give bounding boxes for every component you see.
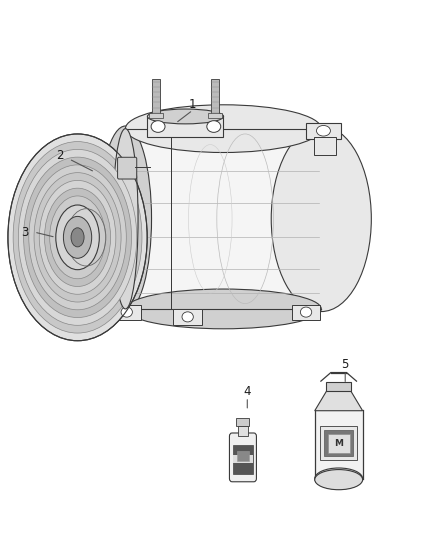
Ellipse shape	[49, 196, 106, 279]
Bar	[315, 410, 363, 479]
Bar	[237, 451, 249, 461]
Bar	[149, 113, 163, 118]
Ellipse shape	[207, 120, 221, 132]
Ellipse shape	[271, 126, 371, 312]
Ellipse shape	[29, 165, 126, 310]
Ellipse shape	[315, 468, 363, 489]
Bar	[328, 434, 350, 453]
Bar	[237, 418, 250, 425]
Ellipse shape	[18, 149, 137, 325]
Ellipse shape	[121, 307, 132, 317]
FancyBboxPatch shape	[117, 157, 137, 179]
Ellipse shape	[300, 307, 312, 317]
Ellipse shape	[182, 312, 193, 322]
Bar	[233, 445, 253, 474]
Bar	[152, 79, 160, 116]
Text: M: M	[334, 439, 343, 448]
Bar	[173, 309, 201, 325]
Bar	[326, 382, 351, 391]
Bar	[125, 128, 321, 309]
Ellipse shape	[45, 188, 111, 287]
Bar	[233, 455, 253, 463]
Ellipse shape	[99, 126, 152, 312]
Ellipse shape	[317, 125, 330, 136]
Bar	[314, 136, 336, 155]
Bar	[238, 425, 248, 436]
Text: 2: 2	[57, 149, 64, 161]
Ellipse shape	[64, 216, 92, 259]
Ellipse shape	[39, 180, 116, 294]
Ellipse shape	[8, 134, 147, 341]
Ellipse shape	[315, 470, 363, 490]
Bar	[292, 305, 321, 319]
Ellipse shape	[113, 128, 138, 309]
Ellipse shape	[151, 120, 165, 132]
Text: 1: 1	[189, 98, 197, 111]
Polygon shape	[315, 391, 363, 411]
Ellipse shape	[71, 228, 84, 247]
Ellipse shape	[24, 157, 131, 318]
FancyBboxPatch shape	[230, 433, 256, 482]
Bar	[324, 430, 353, 456]
Bar	[306, 123, 341, 139]
Ellipse shape	[125, 289, 321, 329]
Ellipse shape	[56, 205, 99, 270]
Text: 5: 5	[342, 358, 349, 371]
Ellipse shape	[125, 105, 321, 152]
Ellipse shape	[34, 173, 121, 302]
Bar	[113, 305, 141, 319]
Bar	[208, 113, 222, 118]
Bar	[321, 425, 357, 460]
Text: 4: 4	[244, 385, 251, 398]
Bar	[211, 79, 219, 116]
Ellipse shape	[13, 142, 142, 333]
Text: 3: 3	[21, 225, 29, 239]
Bar	[147, 116, 223, 136]
Ellipse shape	[148, 109, 223, 124]
